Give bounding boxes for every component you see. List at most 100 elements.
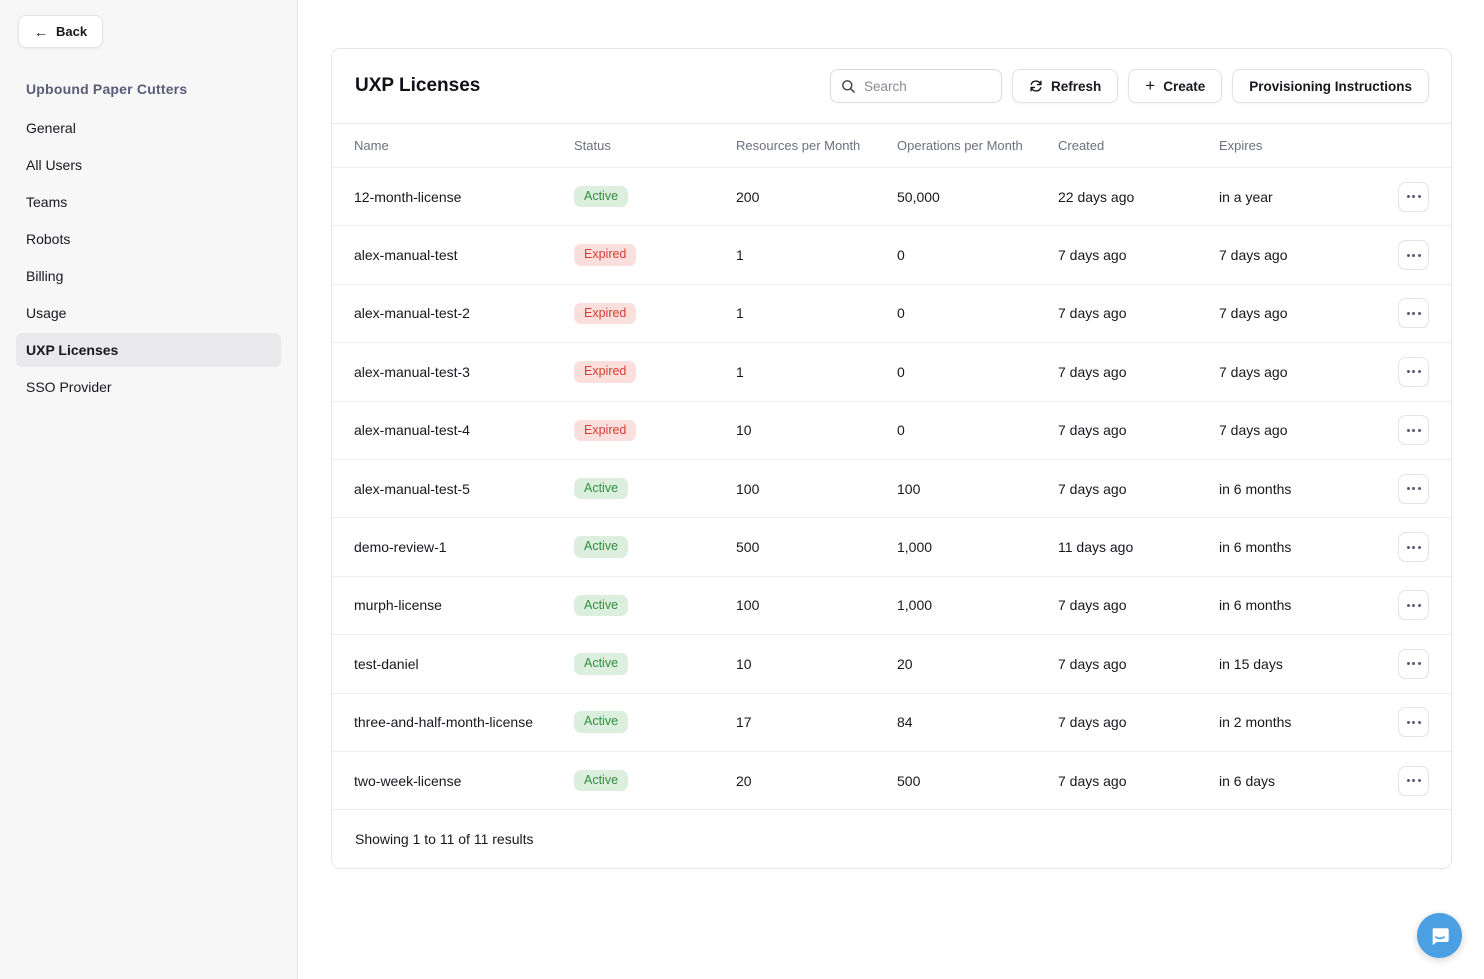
search-box[interactable] xyxy=(829,69,1002,103)
expires-date[interactable]: in 6 months xyxy=(1219,480,1292,497)
table-row: three-and-half-month-license Active 17 8… xyxy=(332,692,1451,751)
license-name: demo-review-1 xyxy=(354,539,447,556)
sidebar-item-label: General xyxy=(26,120,76,136)
resources-per-month: 1 xyxy=(736,363,744,380)
refresh-label: Refresh xyxy=(1050,78,1102,94)
back-button[interactable]: ← Back xyxy=(18,15,104,48)
row-actions-button[interactable] xyxy=(1398,590,1429,621)
created-date[interactable]: 22 days ago xyxy=(1058,188,1135,205)
table-row: alex-manual-test-2 Expired 1 0 7 days ag… xyxy=(332,283,1451,342)
expires-date[interactable]: 7 days ago xyxy=(1219,422,1288,439)
provisioning-instructions-button[interactable]: Provisioning Instructions xyxy=(1232,69,1429,103)
sidebar-item-teams[interactable]: Teams xyxy=(16,185,281,219)
operations-per-month: 20 xyxy=(897,655,913,672)
created-date[interactable]: 7 days ago xyxy=(1058,597,1127,614)
sidebar-item-uxp-licenses[interactable]: UXP Licenses xyxy=(16,333,281,367)
row-actions-button[interactable] xyxy=(1398,532,1429,563)
status-badge: Active xyxy=(574,536,629,558)
sidebar-item-label: Billing xyxy=(26,268,64,284)
sidebar-item-all-users[interactable]: All Users xyxy=(16,148,281,182)
main-content: UXP Licenses Refresh xyxy=(299,0,1484,979)
row-actions-button[interactable] xyxy=(1398,181,1429,212)
sidebar-item-sso-provider[interactable]: SSO Provider xyxy=(16,370,281,404)
row-actions-button[interactable] xyxy=(1398,648,1429,679)
sidebar-item-label: All Users xyxy=(26,157,83,173)
results-summary: Showing 1 to 11 of 11 results xyxy=(355,831,534,848)
status-badge: Expired xyxy=(574,302,637,325)
row-actions-button[interactable] xyxy=(1398,356,1429,387)
refresh-icon xyxy=(1030,80,1042,92)
ellipsis-icon xyxy=(1406,603,1410,607)
expires-date[interactable]: in a year xyxy=(1219,188,1273,205)
license-name: alex-manual-test-2 xyxy=(354,305,470,322)
operations-per-month: 0 xyxy=(897,247,905,264)
ellipsis-icon xyxy=(1406,487,1410,491)
ellipsis-icon xyxy=(1406,311,1410,315)
ellipsis-icon xyxy=(1406,662,1410,666)
create-button[interactable]: + Create xyxy=(1128,69,1223,103)
operations-per-month: 84 xyxy=(897,714,913,731)
status-badge: Active xyxy=(574,769,629,792)
expires-date[interactable]: in 6 days xyxy=(1219,772,1276,789)
table-row: murph-license Active 100 1,000 7 days ag… xyxy=(332,575,1451,634)
sidebar-item-label: Robots xyxy=(26,231,71,247)
chat-bubble-icon xyxy=(1432,927,1449,945)
expires-date[interactable]: in 6 months xyxy=(1219,539,1292,556)
created-date[interactable]: 7 days ago xyxy=(1058,363,1127,380)
sidebar-item-usage[interactable]: Usage xyxy=(16,296,281,330)
expires-date[interactable]: 7 days ago xyxy=(1219,363,1288,380)
row-actions-button[interactable] xyxy=(1398,415,1429,446)
created-date[interactable]: 7 days ago xyxy=(1058,714,1127,731)
status-badge: Active xyxy=(574,711,629,733)
resources-per-month: 10 xyxy=(736,655,752,672)
license-name: two-week-license xyxy=(354,772,462,789)
operations-per-month: 0 xyxy=(897,363,905,380)
operations-per-month: 1,000 xyxy=(897,597,933,614)
row-actions-button[interactable] xyxy=(1398,473,1429,504)
expires-date[interactable]: 7 days ago xyxy=(1219,247,1288,264)
table-row: alex-manual-test-4 Expired 10 0 7 days a… xyxy=(332,400,1451,459)
license-name: alex-manual-test xyxy=(354,247,458,264)
ellipsis-icon xyxy=(1406,195,1410,199)
search-input[interactable] xyxy=(863,78,991,94)
resources-per-month: 1 xyxy=(736,247,744,264)
back-arrow-icon: ← xyxy=(34,23,48,40)
ellipsis-icon xyxy=(1406,545,1410,549)
row-actions-button[interactable] xyxy=(1398,707,1429,738)
license-name: murph-license xyxy=(354,597,442,614)
created-date[interactable]: 7 days ago xyxy=(1058,247,1127,264)
created-date[interactable]: 7 days ago xyxy=(1058,655,1127,672)
refresh-button[interactable]: Refresh xyxy=(1011,69,1119,103)
status-badge: Active xyxy=(574,594,629,617)
row-actions-button[interactable] xyxy=(1398,765,1429,796)
plus-icon: + xyxy=(1145,76,1156,95)
table-row: demo-review-1 Active 500 1,000 11 days a… xyxy=(332,517,1451,575)
ellipsis-icon xyxy=(1406,428,1410,432)
expires-date[interactable]: in 6 months xyxy=(1219,597,1292,614)
row-actions-button[interactable] xyxy=(1398,240,1429,271)
created-date[interactable]: 7 days ago xyxy=(1058,480,1127,497)
table-body: 12-month-license Active 200 50,000 22 da… xyxy=(332,167,1451,809)
sidebar-nav: General All Users Teams Robots Billing U… xyxy=(16,111,281,404)
expires-date[interactable]: in 2 months xyxy=(1219,714,1292,731)
resources-per-month: 10 xyxy=(736,422,752,439)
row-actions-button[interactable] xyxy=(1398,298,1429,329)
chat-launcher-button[interactable] xyxy=(1417,913,1462,958)
created-date[interactable]: 7 days ago xyxy=(1058,305,1127,322)
created-date[interactable]: 7 days ago xyxy=(1058,422,1127,439)
expires-date[interactable]: in 15 days xyxy=(1219,655,1283,672)
created-date[interactable]: 7 days ago xyxy=(1058,772,1127,789)
expires-date[interactable]: 7 days ago xyxy=(1219,305,1288,322)
back-label: Back xyxy=(56,24,88,39)
table-row: 12-month-license Active 200 50,000 22 da… xyxy=(332,167,1451,225)
ellipsis-icon xyxy=(1406,720,1410,724)
operations-per-month: 1,000 xyxy=(897,539,933,556)
sidebar-item-billing[interactable]: Billing xyxy=(16,259,281,293)
ellipsis-icon xyxy=(1406,253,1410,257)
sidebar-item-robots[interactable]: Robots xyxy=(16,222,281,256)
created-date[interactable]: 11 days ago xyxy=(1058,539,1134,556)
table-row: two-week-license Active 20 500 7 days ag… xyxy=(332,750,1451,809)
sidebar-item-general[interactable]: General xyxy=(16,111,281,145)
operations-per-month: 500 xyxy=(897,772,921,789)
status-badge: Expired xyxy=(574,419,637,441)
